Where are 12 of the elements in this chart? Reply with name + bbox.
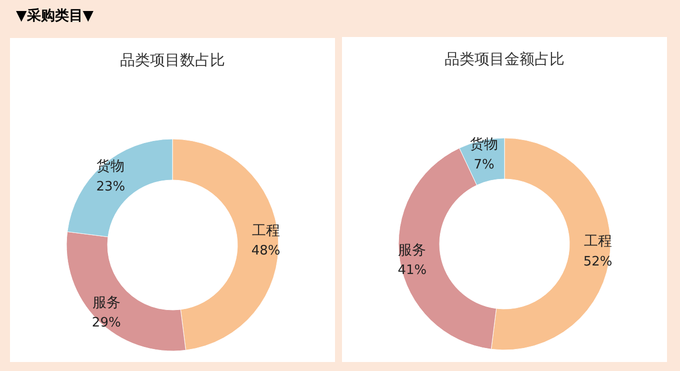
text: ▼采购类目▼	[16, 8, 94, 24]
chart-title: 品类项目数占比	[120, 51, 225, 69]
slice-label: 服务	[398, 242, 426, 258]
data-label: 7%	[474, 157, 494, 172]
slice-label: 工程	[252, 222, 280, 239]
chart-title: 品类项目金额占比	[444, 50, 564, 68]
data-label: 48%	[251, 244, 280, 259]
data-label: 23%	[96, 179, 126, 194]
slice-label: 服务	[92, 294, 120, 311]
data-label: 52%	[583, 254, 612, 270]
slice-label: 货物	[470, 136, 498, 153]
slice-label: 工程	[584, 234, 612, 250]
